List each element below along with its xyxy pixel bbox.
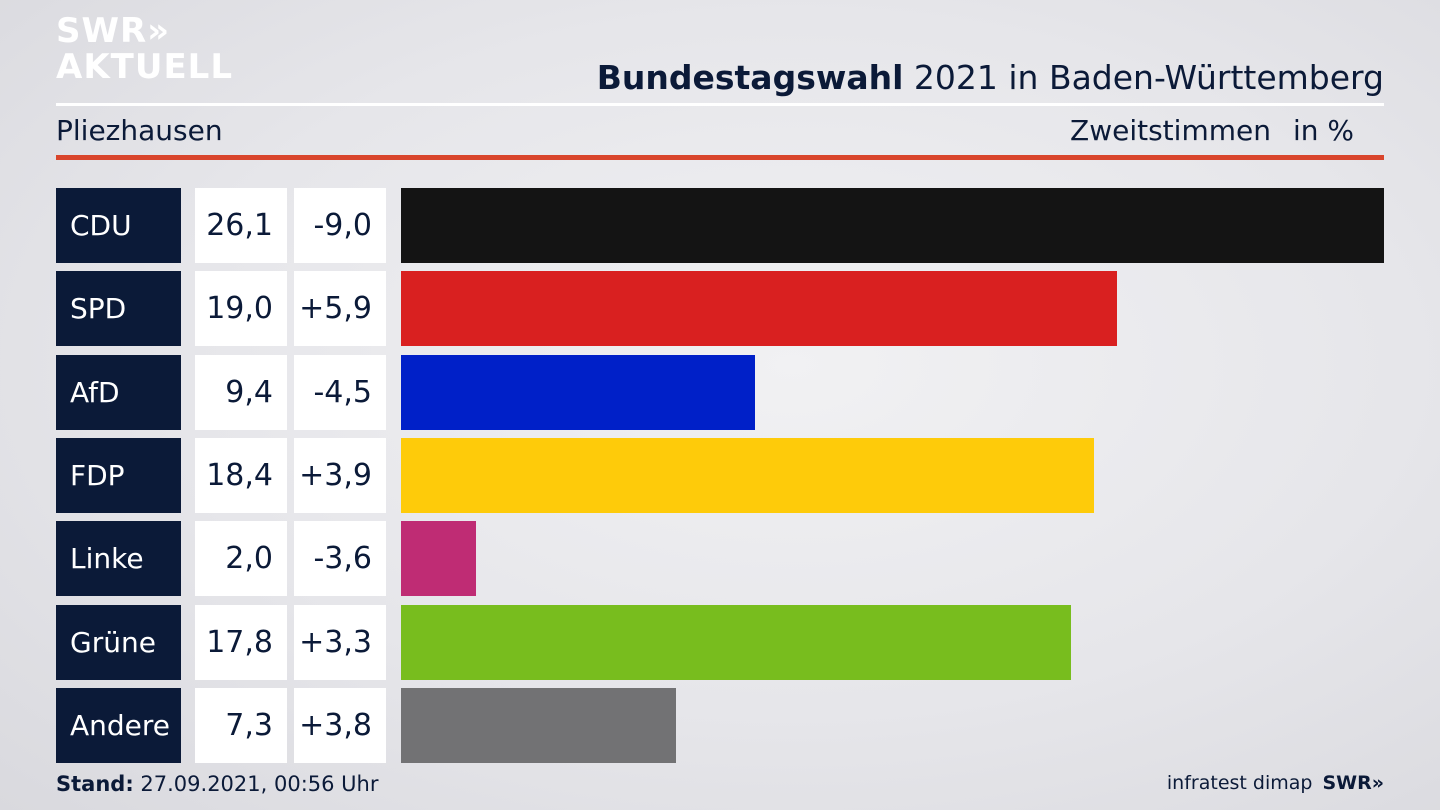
measure-header: Zweitstimmen in % <box>1070 114 1354 147</box>
party-name: Andere <box>56 687 181 763</box>
vote-share-bar <box>401 604 1072 680</box>
vote-change-label: +3,9 <box>294 437 386 513</box>
swr-brand-logo: SWR» <box>1322 772 1384 794</box>
vote-share-bar <box>401 188 1384 263</box>
party-row: SPD 19,0 +5,9 <box>56 271 1384 347</box>
vote-change-label: -4,5 <box>294 354 386 430</box>
vote-share-label: 9,4 <box>195 354 287 430</box>
vote-change-label: +3,8 <box>294 687 386 763</box>
vote-share-label: 7,3 <box>195 687 287 763</box>
party-name: Grüne <box>56 604 181 680</box>
vote-share-bar <box>401 521 477 597</box>
accent-divider <box>56 155 1384 160</box>
unit-label: in % <box>1292 114 1354 147</box>
location-label: Pliezhausen <box>56 114 223 147</box>
chart-title: Bundestagswahl 2021 in Baden-Württemberg <box>597 58 1384 97</box>
chart-title-bold: Bundestagswahl <box>596 58 904 97</box>
vote-share-bar <box>401 354 756 430</box>
swr-aktuell-logo: SWR» AKTUELL <box>56 14 233 84</box>
vote-share-label: 19,0 <box>195 271 287 347</box>
header-divider <box>56 103 1384 106</box>
party-row: FDP 18,4 +3,9 <box>56 437 1384 513</box>
vote-change-label: +5,9 <box>294 271 386 347</box>
party-name: CDU <box>56 188 181 263</box>
chart-title-rest: 2021 in Baden-Württemberg <box>903 58 1384 97</box>
party-name: FDP <box>56 437 181 513</box>
timestamp: Stand: 27.09.2021, 00:56 Uhr <box>56 772 379 796</box>
vote-change-label: -3,6 <box>294 521 386 597</box>
party-row: Andere 7,3 +3,8 <box>56 687 1384 763</box>
measure-label: Zweitstimmen <box>1070 114 1271 147</box>
logo-line-aktuell: AKTUELL <box>56 47 234 87</box>
vote-share-bar <box>401 271 1117 347</box>
vote-change-label: -9,0 <box>294 188 386 263</box>
party-name: AfD <box>56 354 181 430</box>
vote-share-bar <box>401 437 1094 513</box>
vote-share-label: 2,0 <box>195 521 287 597</box>
timestamp-label: Stand: <box>56 772 134 796</box>
party-row: Linke 2,0 -3,6 <box>56 521 1384 597</box>
party-row: Grüne 17,8 +3,3 <box>56 604 1384 680</box>
vote-change-label: +3,3 <box>294 604 386 680</box>
vote-share-label: 18,4 <box>195 437 287 513</box>
party-name: Linke <box>56 521 181 597</box>
source-label: infratest dimap <box>1166 772 1313 794</box>
timestamp-value: 27.09.2021, 00:56 Uhr <box>133 772 379 796</box>
logo-line-swr: SWR» <box>56 11 171 51</box>
party-row: AfD 9,4 -4,5 <box>56 354 1384 430</box>
source-credit: infratest dimap SWR» <box>1167 772 1384 794</box>
vote-share-bar <box>401 687 676 763</box>
party-row: CDU 26,1 -9,0 <box>56 188 1384 263</box>
party-name: SPD <box>56 271 181 347</box>
vote-share-label: 26,1 <box>195 188 287 263</box>
vote-share-label: 17,8 <box>195 604 287 680</box>
